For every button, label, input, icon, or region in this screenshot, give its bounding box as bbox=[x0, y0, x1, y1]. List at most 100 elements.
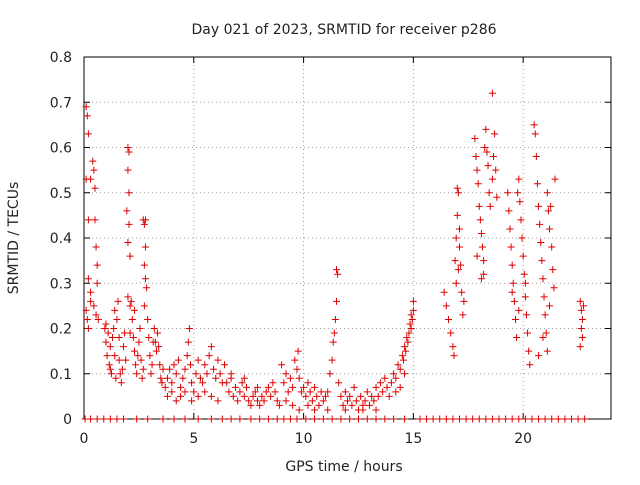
data-point bbox=[87, 297, 95, 305]
data-point bbox=[179, 374, 187, 382]
data-point bbox=[201, 388, 209, 396]
data-point bbox=[581, 415, 589, 423]
data-point bbox=[396, 365, 404, 373]
data-point bbox=[280, 379, 288, 387]
data-point bbox=[306, 388, 314, 396]
data-point bbox=[486, 202, 494, 210]
data-point bbox=[124, 166, 132, 174]
data-point bbox=[92, 311, 100, 319]
data-point bbox=[203, 370, 211, 378]
data-point bbox=[170, 415, 178, 423]
data-point bbox=[131, 347, 139, 355]
data-point bbox=[116, 370, 124, 378]
data-point bbox=[100, 415, 108, 423]
data-point bbox=[289, 383, 297, 391]
data-point bbox=[186, 361, 194, 369]
data-point bbox=[84, 325, 92, 332]
data-point bbox=[148, 361, 156, 369]
data-point bbox=[453, 184, 461, 192]
data-point bbox=[126, 252, 134, 260]
data-point bbox=[184, 338, 192, 346]
data-point bbox=[249, 392, 257, 400]
data-point bbox=[407, 325, 415, 332]
data-point bbox=[140, 261, 148, 269]
data-point bbox=[297, 388, 305, 396]
data-point bbox=[313, 392, 321, 400]
data-point bbox=[120, 415, 128, 423]
data-point bbox=[91, 216, 99, 224]
data-point bbox=[409, 297, 417, 305]
data-point bbox=[449, 415, 457, 423]
data-point bbox=[472, 153, 480, 161]
data-point bbox=[390, 415, 398, 423]
data-point bbox=[480, 270, 488, 278]
data-point bbox=[113, 315, 121, 323]
data-point bbox=[522, 311, 530, 319]
data-point bbox=[188, 397, 196, 405]
data-point bbox=[348, 401, 356, 409]
data-point bbox=[506, 225, 514, 233]
data-point bbox=[149, 338, 157, 346]
data-point bbox=[140, 220, 148, 228]
data-point bbox=[346, 392, 354, 400]
data-point bbox=[84, 216, 92, 224]
data-point bbox=[329, 338, 337, 346]
data-point bbox=[394, 361, 402, 369]
data-point bbox=[212, 374, 220, 382]
data-point bbox=[315, 401, 323, 409]
data-point bbox=[311, 415, 319, 423]
data-point bbox=[477, 229, 485, 237]
data-point bbox=[107, 370, 115, 378]
data-point bbox=[113, 415, 121, 423]
data-point bbox=[528, 415, 536, 423]
data-point bbox=[240, 374, 248, 382]
data-point bbox=[495, 415, 503, 423]
data-point bbox=[82, 103, 90, 111]
data-point bbox=[227, 370, 235, 378]
data-point bbox=[174, 356, 182, 364]
data-point bbox=[128, 315, 136, 323]
x-tick-label: 15 bbox=[404, 431, 422, 447]
data-point bbox=[508, 261, 516, 269]
data-point bbox=[185, 325, 193, 332]
data-point bbox=[539, 275, 547, 283]
data-point bbox=[337, 415, 345, 423]
data-point bbox=[293, 365, 301, 373]
data-point bbox=[157, 374, 165, 382]
data-point bbox=[346, 415, 354, 423]
data-point bbox=[109, 334, 117, 342]
data-point bbox=[170, 361, 178, 369]
data-point bbox=[392, 374, 400, 382]
data-point bbox=[521, 279, 529, 287]
data-point bbox=[256, 401, 264, 409]
data-point bbox=[541, 311, 549, 319]
data-point bbox=[513, 334, 521, 342]
data-point bbox=[473, 252, 481, 260]
data-point bbox=[156, 361, 164, 369]
data-point bbox=[462, 415, 470, 423]
data-point bbox=[544, 207, 552, 215]
data-point bbox=[242, 383, 250, 391]
data-point bbox=[137, 356, 145, 364]
data-point bbox=[141, 275, 149, 283]
data-point bbox=[105, 361, 113, 369]
data-point bbox=[455, 415, 463, 423]
data-point bbox=[514, 189, 522, 197]
data-point bbox=[370, 397, 378, 405]
data-point bbox=[110, 325, 118, 332]
data-point bbox=[328, 356, 336, 364]
data-point bbox=[90, 166, 98, 174]
data-point bbox=[207, 392, 215, 400]
data-point bbox=[253, 383, 261, 391]
data-point bbox=[401, 370, 409, 378]
data-point bbox=[163, 374, 171, 382]
data-point bbox=[256, 415, 264, 423]
data-point bbox=[473, 166, 481, 174]
data-point bbox=[387, 379, 395, 387]
data-point bbox=[457, 261, 465, 269]
data-point bbox=[484, 162, 492, 170]
data-point bbox=[322, 392, 330, 400]
data-point bbox=[144, 315, 152, 323]
data-point bbox=[406, 320, 414, 328]
data-point bbox=[122, 356, 130, 364]
